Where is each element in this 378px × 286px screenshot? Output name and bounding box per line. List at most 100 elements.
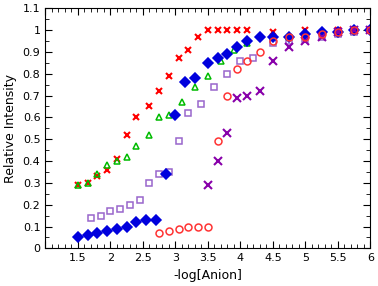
AcO- xyxy=(127,203,132,206)
H2PO4- xyxy=(336,31,340,34)
F- xyxy=(352,28,356,32)
glutarate xyxy=(215,159,220,163)
pyrophosphate xyxy=(245,39,249,43)
glutarate xyxy=(352,28,356,32)
H2PO4- xyxy=(206,74,210,78)
H2PO4- xyxy=(105,164,109,167)
AcO- xyxy=(336,33,340,36)
Line: glutarate: glutarate xyxy=(204,26,375,189)
malonate xyxy=(206,28,210,32)
AcO- xyxy=(303,37,308,40)
H2PO4- xyxy=(368,28,373,32)
Y-axis label: Relative Intensity: Relative Intensity xyxy=(4,74,17,183)
AcO- xyxy=(225,72,229,76)
H2PO4- xyxy=(95,172,99,176)
F- xyxy=(206,225,210,228)
AcO- xyxy=(108,210,113,213)
pyrophosphate xyxy=(257,35,262,38)
pyrophosphate xyxy=(85,234,90,237)
F- xyxy=(235,67,239,71)
H2PO4- xyxy=(192,85,197,88)
glutarate xyxy=(235,96,239,100)
malonate xyxy=(235,28,239,32)
glutarate xyxy=(336,31,340,34)
malonate xyxy=(76,183,80,187)
malonate xyxy=(157,90,161,93)
glutarate xyxy=(319,35,324,38)
H2PO4- xyxy=(134,144,139,148)
H2PO4- xyxy=(287,35,291,38)
AcO- xyxy=(199,103,204,106)
F- xyxy=(319,33,324,36)
H2PO4- xyxy=(245,41,249,45)
pyrophosphate xyxy=(144,218,148,222)
F- xyxy=(287,35,291,38)
F- xyxy=(196,225,200,228)
malonate xyxy=(167,74,171,78)
F- xyxy=(176,227,181,231)
AcO- xyxy=(271,41,275,45)
pyrophosphate xyxy=(163,172,168,176)
malonate xyxy=(271,31,275,34)
H2PO4- xyxy=(115,159,119,163)
H2PO4- xyxy=(352,28,356,32)
malonate xyxy=(336,28,340,32)
AcO- xyxy=(251,57,256,60)
F- xyxy=(167,229,171,233)
malonate xyxy=(85,181,90,184)
H2PO4- xyxy=(319,31,324,34)
AcO- xyxy=(137,199,142,202)
F- xyxy=(225,94,229,97)
glutarate xyxy=(271,59,275,62)
X-axis label: -log[Anion]: -log[Anion] xyxy=(174,269,242,282)
AcO- xyxy=(186,111,191,115)
F- xyxy=(336,31,340,34)
AcO- xyxy=(212,85,217,88)
malonate xyxy=(196,35,200,38)
pyrophosphate xyxy=(319,31,324,34)
AcO- xyxy=(352,31,356,34)
malonate xyxy=(124,133,129,136)
pyrophosphate xyxy=(173,114,178,117)
AcO- xyxy=(88,216,93,220)
malonate xyxy=(186,48,191,51)
malonate xyxy=(368,28,373,32)
H2PO4- xyxy=(303,33,308,36)
AcO- xyxy=(167,170,171,174)
malonate xyxy=(303,28,308,32)
AcO- xyxy=(118,207,122,211)
pyrophosphate xyxy=(76,236,80,239)
glutarate xyxy=(287,46,291,49)
Line: H2PO4-: H2PO4- xyxy=(74,27,374,188)
F- xyxy=(245,59,249,62)
malonate xyxy=(147,105,152,108)
H2PO4- xyxy=(218,59,223,62)
F- xyxy=(157,231,161,235)
AcO- xyxy=(98,214,103,217)
AcO- xyxy=(147,181,152,184)
Line: F-: F- xyxy=(156,27,374,237)
AcO- xyxy=(238,59,243,62)
malonate xyxy=(225,28,229,32)
H2PO4- xyxy=(180,100,184,104)
glutarate xyxy=(225,131,229,134)
malonate xyxy=(245,28,249,32)
H2PO4- xyxy=(167,114,171,117)
pyrophosphate xyxy=(215,57,220,60)
pyrophosphate xyxy=(287,35,291,38)
malonate xyxy=(176,57,181,60)
F- xyxy=(257,50,262,53)
pyrophosphate xyxy=(105,229,109,233)
malonate xyxy=(134,116,139,119)
H2PO4- xyxy=(124,155,129,158)
Line: AcO-: AcO- xyxy=(87,27,374,221)
H2PO4- xyxy=(147,133,152,136)
pyrophosphate xyxy=(206,61,210,64)
F- xyxy=(271,39,275,43)
pyrophosphate xyxy=(336,31,340,34)
glutarate xyxy=(368,28,373,32)
AcO- xyxy=(157,172,161,176)
glutarate xyxy=(257,90,262,93)
H2PO4- xyxy=(271,35,275,38)
pyrophosphate xyxy=(235,46,239,49)
